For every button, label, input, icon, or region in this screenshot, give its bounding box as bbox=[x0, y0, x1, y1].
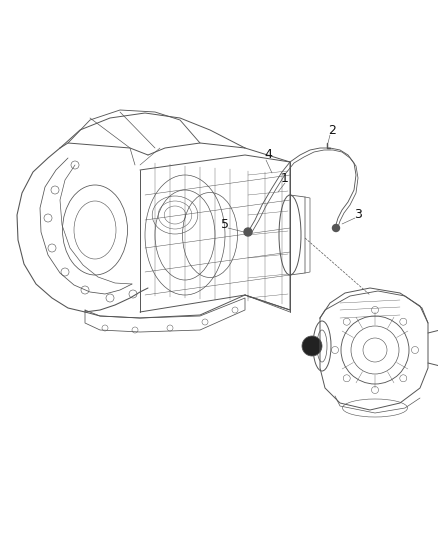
Text: 2: 2 bbox=[328, 124, 336, 136]
Circle shape bbox=[244, 228, 252, 236]
Text: 5: 5 bbox=[221, 219, 229, 231]
Circle shape bbox=[332, 224, 339, 231]
Text: 1: 1 bbox=[281, 172, 289, 184]
Text: 3: 3 bbox=[354, 208, 362, 222]
Text: 4: 4 bbox=[264, 149, 272, 161]
Circle shape bbox=[302, 336, 322, 356]
